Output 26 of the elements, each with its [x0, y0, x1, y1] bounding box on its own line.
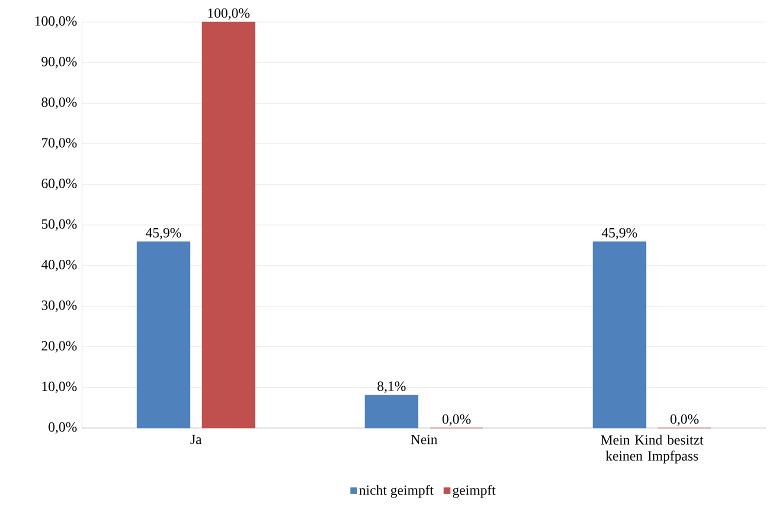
x-tick-label: Mein Kind besitzt keinen Impfpass: [600, 434, 704, 464]
data-label: 45,9%: [602, 228, 638, 240]
data-label: 100,0%: [208, 8, 250, 20]
y-tick-label: 10,0%: [42, 382, 77, 394]
y-tick-label: 100,0%: [35, 16, 77, 28]
bar: [202, 22, 256, 428]
x-tick-label: Ja: [190, 434, 202, 444]
y-tick-label: 40,0%: [41, 260, 77, 272]
legend-label: nicht geimpft: [359, 484, 434, 498]
y-tick-label: 50,0%: [42, 219, 77, 231]
data-label: 0,0%: [670, 414, 699, 426]
bar: [136, 241, 190, 428]
legend-label: geimpft: [452, 484, 496, 498]
y-tick-label: 0,0%: [48, 422, 77, 434]
y-tick-label: 70,0%: [42, 138, 77, 150]
bar: [592, 241, 646, 428]
y-tick-label: 60,0%: [42, 178, 77, 190]
y-tick-label: 20,0%: [42, 341, 77, 353]
y-tick-label: 30,0%: [42, 300, 77, 312]
bar: [364, 394, 418, 428]
data-label: 0,0%: [442, 414, 471, 426]
data-label: 45,9%: [146, 228, 182, 240]
y-tick-label: 80,0%: [42, 97, 77, 109]
x-tick-label: Nein: [410, 434, 438, 444]
y-tick-label: 90,0%: [42, 56, 77, 68]
data-label: 8,1%: [378, 381, 406, 393]
